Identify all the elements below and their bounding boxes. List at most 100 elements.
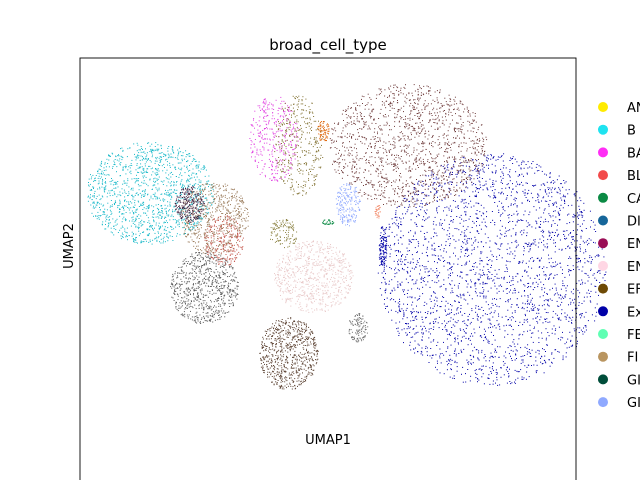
scatter-point: [380, 128, 382, 130]
scatter-point: [556, 179, 558, 181]
scatter-point: [416, 216, 418, 218]
scatter-point: [448, 157, 450, 159]
scatter-point: [418, 344, 420, 346]
scatter-point: [148, 220, 150, 222]
scatter-point: [134, 194, 136, 196]
scatter-point: [460, 169, 462, 171]
scatter-point: [470, 130, 472, 132]
scatter-point: [122, 183, 124, 185]
scatter-point: [154, 195, 156, 197]
scatter-point: [364, 169, 366, 171]
scatter-point: [398, 242, 399, 244]
scatter-point: [103, 204, 105, 206]
scatter-point: [399, 158, 401, 160]
scatter-point: [533, 185, 534, 187]
scatter-point: [414, 231, 416, 233]
scatter-point: [417, 245, 419, 247]
scatter-point: [578, 280, 580, 282]
scatter-point: [465, 214, 467, 216]
scatter-point: [168, 214, 170, 216]
scatter-point: [474, 370, 476, 372]
scatter-point: [579, 208, 581, 210]
scatter-point: [458, 343, 459, 345]
scatter-point: [344, 135, 346, 137]
scatter-point: [134, 219, 136, 221]
scatter-point: [565, 352, 567, 354]
scatter-point: [169, 205, 171, 207]
scatter-point: [103, 167, 105, 169]
scatter-point: [474, 290, 476, 292]
scatter-point: [444, 182, 446, 184]
scatter-point: [407, 266, 409, 268]
scatter-point: [415, 266, 417, 268]
scatter-point: [436, 174, 438, 176]
scatter-point: [436, 99, 438, 101]
scatter-point: [513, 343, 515, 345]
scatter-point: [176, 189, 178, 191]
scatter-point: [346, 122, 348, 124]
scatter-point: [509, 229, 511, 231]
scatter-point: [357, 177, 359, 179]
scatter-point: [377, 151, 379, 153]
scatter-point: [101, 223, 103, 225]
scatter-point: [454, 161, 456, 163]
scatter-point: [465, 159, 467, 161]
scatter-point: [474, 168, 476, 170]
scatter-point: [496, 288, 498, 290]
scatter-point: [168, 156, 170, 158]
scatter-point: [482, 310, 484, 311]
scatter-point: [463, 189, 465, 191]
scatter-point: [354, 172, 356, 174]
scatter-point: [444, 97, 446, 99]
scatter-point: [526, 244, 528, 245]
scatter-point: [408, 170, 410, 172]
scatter-point: [535, 166, 537, 168]
scatter-point: [399, 109, 401, 111]
scatter-point: [414, 102, 416, 104]
scatter-point: [528, 282, 530, 284]
scatter-point: [389, 94, 390, 96]
scatter-point: [439, 92, 440, 94]
scatter-point: [466, 182, 468, 184]
scatter-point: [394, 121, 396, 123]
scatter-point: [160, 152, 162, 154]
scatter-point: [351, 137, 353, 139]
scatter-point: [531, 297, 533, 299]
scatter-point: [403, 313, 405, 315]
scatter-point: [342, 172, 344, 174]
scatter-point: [540, 361, 542, 363]
scatter-point: [462, 165, 464, 167]
scatter-point: [491, 355, 493, 357]
scatter-point: [399, 188, 401, 190]
scatter-point: [508, 222, 509, 223]
scatter-point: [577, 327, 579, 329]
scatter-point: [132, 212, 134, 213]
scatter-point: [448, 114, 450, 116]
scatter-point: [506, 268, 508, 270]
scatter-point: [446, 330, 448, 332]
scatter-point: [411, 110, 413, 112]
scatter-point: [511, 360, 513, 361]
scatter-point: [463, 330, 465, 332]
scatter-point: [462, 170, 464, 172]
scatter-point: [434, 248, 436, 250]
scatter-point: [464, 191, 466, 193]
scatter-point: [346, 137, 348, 139]
scatter-point: [465, 187, 467, 189]
scatter-point: [513, 213, 515, 215]
scatter-point: [447, 277, 449, 279]
scatter-point: [351, 166, 353, 168]
scatter-point: [394, 250, 396, 252]
scatter-point: [433, 172, 435, 174]
scatter-point: [425, 170, 427, 172]
scatter-point: [124, 199, 125, 201]
scatter-point: [202, 195, 204, 197]
scatter-point: [374, 189, 376, 191]
scatter-point: [180, 172, 181, 174]
scatter-point: [143, 180, 145, 182]
scatter-point: [481, 178, 483, 179]
scatter-point: [342, 127, 344, 129]
scatter-point: [479, 292, 481, 294]
scatter-point: [416, 260, 418, 262]
